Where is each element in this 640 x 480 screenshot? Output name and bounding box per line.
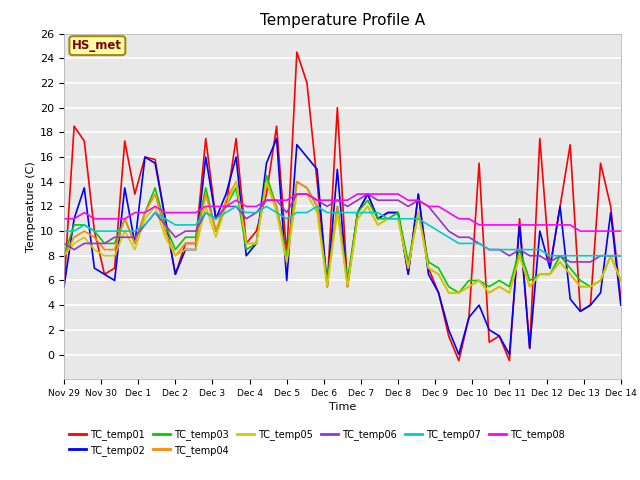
TC_temp02 <box>506 352 513 358</box>
TC_temp07 <box>495 247 503 252</box>
Line: TC_temp04: TC_temp04 <box>64 182 621 293</box>
TC_temp04 <box>415 210 422 216</box>
TC_temp01 <box>262 191 270 197</box>
TC_temp07 <box>384 216 392 222</box>
TC_temp03 <box>506 284 513 289</box>
TC_temp02 <box>617 302 625 308</box>
TC_temp02 <box>415 191 422 197</box>
TC_temp01 <box>415 191 422 197</box>
Line: TC_temp06: TC_temp06 <box>64 194 621 262</box>
TC_temp04 <box>435 271 442 277</box>
X-axis label: Time: Time <box>329 402 356 412</box>
TC_temp04 <box>60 253 68 259</box>
TC_temp06 <box>546 259 554 265</box>
TC_temp05 <box>232 179 240 185</box>
TC_temp04 <box>506 290 513 296</box>
TC_temp02 <box>384 210 392 216</box>
TC_temp02 <box>435 290 442 296</box>
TC_temp04 <box>70 234 78 240</box>
TC_temp05 <box>60 253 68 259</box>
TC_temp01 <box>60 284 68 289</box>
TC_temp05 <box>415 210 422 216</box>
TC_temp08 <box>293 191 301 197</box>
TC_temp01 <box>384 210 392 216</box>
TC_temp03 <box>273 204 280 209</box>
Legend: TC_temp01, TC_temp02, TC_temp03, TC_temp04, TC_temp05, TC_temp06, TC_temp07, TC_: TC_temp01, TC_temp02, TC_temp03, TC_temp… <box>69 429 565 456</box>
TC_temp04 <box>232 179 240 185</box>
TC_temp08 <box>384 191 392 197</box>
TC_temp08 <box>60 216 68 222</box>
TC_temp06 <box>435 216 442 222</box>
TC_temp02 <box>262 160 270 166</box>
TC_temp03 <box>60 253 68 259</box>
TC_temp05 <box>617 277 625 283</box>
TC_temp04 <box>617 277 625 283</box>
TC_temp08 <box>262 197 270 203</box>
TC_temp02 <box>60 284 68 289</box>
TC_temp06 <box>415 197 422 203</box>
TC_temp07 <box>435 228 442 234</box>
Text: HS_met: HS_met <box>72 39 122 52</box>
TC_temp05 <box>445 290 452 296</box>
Y-axis label: Temperature (C): Temperature (C) <box>26 161 36 252</box>
TC_temp01 <box>435 290 442 296</box>
Line: TC_temp01: TC_temp01 <box>64 52 621 360</box>
TC_temp07 <box>70 228 78 234</box>
TC_temp01 <box>293 49 301 55</box>
TC_temp06 <box>60 240 68 246</box>
TC_temp03 <box>415 210 422 216</box>
TC_temp03 <box>384 216 392 222</box>
TC_temp07 <box>415 216 422 222</box>
TC_temp06 <box>617 253 625 259</box>
TC_temp03 <box>70 222 78 228</box>
TC_temp05 <box>273 210 280 216</box>
TC_temp07 <box>60 228 68 234</box>
TC_temp06 <box>293 191 301 197</box>
TC_temp03 <box>617 277 625 283</box>
TC_temp03 <box>435 265 442 271</box>
TC_temp04 <box>384 216 392 222</box>
TC_temp01 <box>455 358 463 363</box>
TC_temp02 <box>455 352 463 358</box>
TC_temp01 <box>617 296 625 302</box>
TC_temp07 <box>617 253 625 259</box>
TC_temp07 <box>232 204 240 209</box>
Line: TC_temp05: TC_temp05 <box>64 182 621 293</box>
TC_temp08 <box>70 216 78 222</box>
TC_temp03 <box>262 173 270 179</box>
TC_temp02 <box>70 216 78 222</box>
TC_temp01 <box>506 358 513 363</box>
TC_temp08 <box>435 204 442 209</box>
TC_temp05 <box>384 216 392 222</box>
TC_temp06 <box>262 197 270 203</box>
TC_temp06 <box>384 197 392 203</box>
TC_temp06 <box>495 247 503 252</box>
TC_temp08 <box>495 222 503 228</box>
TC_temp01 <box>70 123 78 129</box>
TC_temp04 <box>273 204 280 209</box>
TC_temp03 <box>455 290 463 296</box>
TC_temp05 <box>435 271 442 277</box>
TC_temp06 <box>70 247 78 252</box>
Title: Temperature Profile A: Temperature Profile A <box>260 13 425 28</box>
TC_temp08 <box>415 197 422 203</box>
TC_temp08 <box>577 228 584 234</box>
Line: TC_temp08: TC_temp08 <box>64 194 621 231</box>
TC_temp05 <box>506 290 513 296</box>
Line: TC_temp03: TC_temp03 <box>64 176 621 293</box>
TC_temp05 <box>70 240 78 246</box>
TC_temp07 <box>546 253 554 259</box>
Line: TC_temp07: TC_temp07 <box>64 206 621 256</box>
Line: TC_temp02: TC_temp02 <box>64 139 621 355</box>
TC_temp07 <box>273 210 280 216</box>
TC_temp04 <box>445 290 452 296</box>
TC_temp08 <box>617 228 625 234</box>
TC_temp02 <box>273 136 280 142</box>
